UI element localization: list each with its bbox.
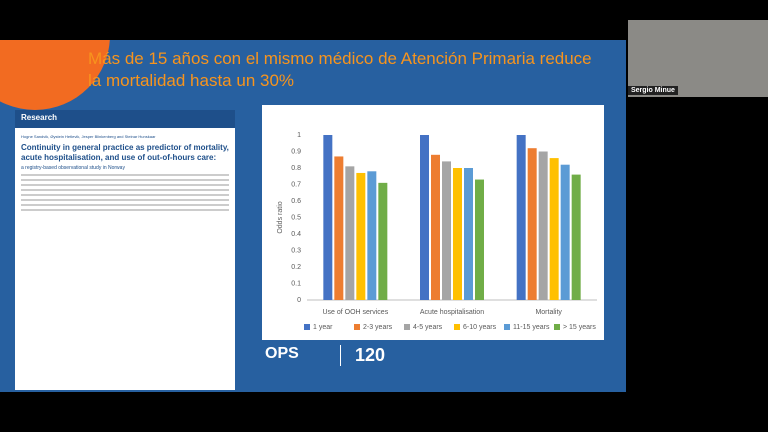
y-tick-label: 0.1 (291, 280, 301, 287)
participant-name: Sergio Minue (628, 86, 678, 95)
bar (442, 161, 451, 300)
legend-label: 2-3 years (363, 324, 393, 331)
bar (516, 135, 526, 300)
y-tick-label: 0.5 (291, 214, 301, 221)
bar (356, 172, 366, 300)
y-tick-label: 0.2 (291, 264, 301, 271)
bar (453, 168, 462, 300)
slide-title: Más de 15 años con el mismo médico de At… (88, 49, 592, 90)
paper-authors: Hogne Sandvik, Øystein Hetlevik, Jesper … (21, 134, 156, 139)
text-line (21, 199, 229, 201)
y-tick-label: 0.4 (291, 231, 301, 238)
y-tick-label: 0.3 (291, 247, 301, 254)
chart: Odds ratio 0 0.1 0.2 0.3 0.4 0.5 0.6 0.7 0.8 0.9 1 U… (277, 132, 597, 331)
legend-label: 4-5 years (413, 324, 443, 331)
y-tick-label: 0.9 (291, 148, 301, 155)
legend-label: 1 year (313, 324, 333, 331)
legend-label: 11-15 years (513, 324, 550, 331)
webcam (628, 20, 768, 97)
bar (431, 154, 440, 300)
legend-swatch (404, 324, 410, 330)
bar (420, 135, 429, 300)
legend-swatch (304, 324, 310, 330)
y-tick-label: 0.8 (291, 165, 301, 172)
x-tick-label: Acute hospitalisation (420, 309, 484, 316)
bar (538, 151, 548, 300)
x-tick-label: Use of OOH services (322, 309, 388, 316)
legend-label: 6-10 years (463, 324, 497, 331)
y-tick-label: 0.6 (291, 198, 301, 205)
bar (323, 135, 333, 300)
bar (464, 168, 473, 300)
bar (549, 158, 559, 300)
paper-section: Research (15, 110, 235, 128)
y-tick-label: 0 (297, 297, 301, 304)
paper-subtitle: a registry-based observational study in … (21, 165, 125, 171)
logo: OPS (265, 345, 299, 362)
text-line (21, 174, 229, 176)
text-line (21, 189, 229, 191)
bar (527, 148, 537, 300)
legend-swatch (554, 324, 560, 330)
paper-image: Research Hogne Sandvik, Øystein Hetlevik… (15, 110, 235, 390)
y-tick-label: 0.7 (291, 181, 301, 188)
x-tick-label: Mortality (535, 309, 562, 316)
slide: Más de 15 años con el mismo médico de At… (0, 40, 626, 392)
y-axis-label: Odds ratio (277, 201, 284, 233)
bar (367, 171, 377, 300)
legend-swatch (354, 324, 360, 330)
legend-swatch (504, 324, 510, 330)
legend-label: > 15 years (563, 324, 596, 331)
text-line (21, 194, 229, 196)
y-tick-label: 1 (297, 132, 301, 139)
paper-title: Continuity in general practice as predic… (21, 143, 229, 162)
chart-panel: Odds ratio 0 0.1 0.2 0.3 0.4 0.5 0.6 0.7 0.8 0.9 1 U… (262, 105, 604, 340)
bar (475, 179, 484, 300)
bar (560, 164, 570, 300)
bar (378, 182, 388, 300)
text-line (21, 184, 229, 186)
text-line (21, 209, 229, 211)
bar (334, 156, 344, 300)
logo-anniversary: 120 (340, 345, 385, 366)
bar (345, 166, 355, 300)
legend-swatch (454, 324, 460, 330)
text-line (21, 204, 229, 206)
text-line (21, 179, 229, 181)
bar (571, 174, 581, 300)
